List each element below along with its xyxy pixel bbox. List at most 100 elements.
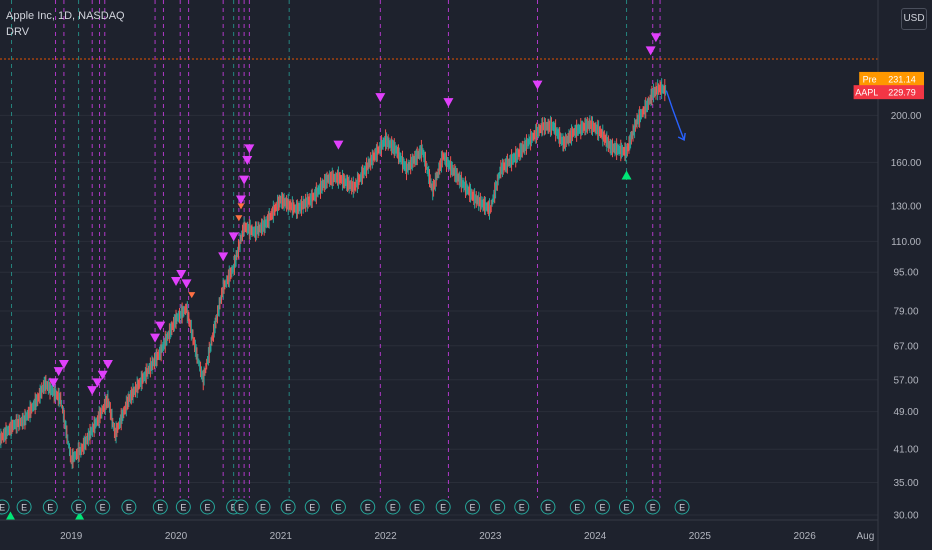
- earnings-marker-ring: [330, 499, 346, 515]
- sell-signal-marker: [87, 386, 98, 396]
- earnings-marker-ring: [71, 499, 87, 515]
- earnings-marker-label: E: [679, 503, 685, 513]
- earnings-marker[interactable]: E: [385, 499, 401, 515]
- x-tick-label: 2022: [374, 531, 397, 542]
- sell-signal-marker: [53, 367, 64, 377]
- y-tick-label: 79.00: [893, 307, 918, 318]
- currency-button[interactable]: USD: [901, 8, 927, 30]
- earnings-marker-ring: [569, 499, 585, 515]
- x-tick-label: Aug: [857, 531, 875, 542]
- earnings-marker-label: E: [599, 503, 605, 513]
- earnings-marker-label: E: [238, 503, 244, 513]
- orange-signals: [188, 203, 245, 299]
- earnings-marker[interactable]: E: [465, 499, 481, 515]
- earnings-marker-ring: [409, 499, 425, 515]
- earnings-marker-label: E: [157, 503, 163, 513]
- indicator-name[interactable]: DRV: [6, 26, 30, 38]
- sell-signal-marker: [650, 33, 661, 43]
- y-tick-label: 130.00: [891, 202, 922, 213]
- earnings-marker[interactable]: E: [435, 499, 451, 515]
- y-tick-label: 49.00: [893, 407, 918, 418]
- earnings-marker-label: E: [335, 503, 341, 513]
- price-tag-label-bg: [859, 71, 880, 86]
- earnings-marker-ring: [152, 499, 168, 515]
- earnings-marker[interactable]: E: [569, 499, 585, 515]
- earnings-marker-ring: [490, 499, 506, 515]
- earnings-marker[interactable]: E: [95, 499, 111, 515]
- y-tick-label: 35.00: [893, 478, 918, 489]
- earnings-marker[interactable]: E: [152, 499, 168, 515]
- earnings-marker[interactable]: E: [360, 499, 376, 515]
- price-tag: AAPL 229.79: [853, 85, 924, 100]
- earnings-marker-label: E: [650, 503, 656, 513]
- y-tick-label: 57.00: [893, 375, 918, 386]
- earnings-marker-label: E: [285, 503, 291, 513]
- earnings-marker-ring: [465, 499, 481, 515]
- sell-signal-marker: [532, 80, 543, 90]
- earnings-marker-label: E: [365, 503, 371, 513]
- earnings-marker[interactable]: E: [255, 499, 271, 515]
- signal-vertical-lines: [11, 0, 661, 498]
- earnings-marker-ring: [674, 499, 690, 515]
- sell-signal-marker: [235, 195, 246, 205]
- earnings-marker[interactable]: E: [409, 499, 425, 515]
- x-axis: 2019 2020 2021 2022 2023 2024 2025 2026 Aug: [60, 531, 874, 542]
- buy-signal-marker: [621, 170, 632, 180]
- earnings-marker[interactable]: E: [674, 499, 690, 515]
- earnings-marker[interactable]: E: [121, 499, 137, 515]
- y-tick-label: 200.00: [891, 111, 922, 122]
- sell-signal-marker: [242, 156, 253, 166]
- x-tick-label: 2019: [60, 531, 83, 542]
- earnings-marker-label: E: [204, 503, 210, 513]
- sell-signal-marker: [333, 140, 344, 150]
- earnings-marker[interactable]: E: [42, 499, 58, 515]
- grid-lines: [0, 114, 878, 516]
- earnings-marker-ring: [385, 499, 401, 515]
- earnings-marker[interactable]: E: [199, 499, 215, 515]
- sell-signal-marker: [181, 279, 192, 289]
- sell-signal-marker: [443, 98, 454, 108]
- earnings-marker[interactable]: E: [540, 499, 556, 515]
- earnings-marker[interactable]: E: [330, 499, 346, 515]
- earnings-marker[interactable]: E: [619, 499, 635, 515]
- price-tag: Pre 231.14: [859, 71, 924, 86]
- orange-signal-marker: [188, 292, 196, 299]
- earnings-marker[interactable]: E: [514, 499, 530, 515]
- earnings-marker[interactable]: E: [16, 499, 32, 515]
- earnings-marker[interactable]: E: [233, 499, 249, 515]
- earnings-marker[interactable]: E: [594, 499, 610, 515]
- x-tick-label: 2025: [689, 531, 712, 542]
- sell-signal-marker: [645, 46, 656, 56]
- earnings-marker-label: E: [309, 503, 315, 513]
- earnings-marker[interactable]: E: [280, 499, 296, 515]
- earnings-marker[interactable]: E: [304, 499, 320, 515]
- earnings-marker-label: E: [624, 503, 630, 513]
- earnings-marker-label: E: [519, 503, 525, 513]
- price-tag-value-bg: [880, 85, 924, 100]
- earnings-marker[interactable]: E: [490, 499, 506, 515]
- sell-signal-marker: [48, 378, 59, 388]
- earnings-markers: EEEEEEEEEEEEEEEEEEEEEEEEEEEE: [0, 499, 690, 515]
- price-tag-label-bg: [853, 85, 880, 100]
- sell-signal-marker: [150, 333, 161, 343]
- orange-signal-marker: [235, 215, 243, 222]
- earnings-marker[interactable]: E: [645, 499, 661, 515]
- earnings-marker[interactable]: E: [71, 499, 87, 515]
- earnings-marker-label: E: [76, 503, 82, 513]
- earnings-marker-ring: [304, 499, 320, 515]
- earnings-marker-ring: [255, 499, 271, 515]
- y-tick-label: 30.00: [893, 511, 918, 522]
- x-tick-label: 2020: [165, 531, 188, 542]
- sell-signal-marker: [375, 93, 386, 103]
- chart-legend: Apple Inc, 1D, NASDAQ DRV: [6, 8, 125, 40]
- symbol-title[interactable]: Apple Inc, 1D, NASDAQ: [6, 10, 125, 22]
- y-tick-label: 41.00: [893, 445, 918, 456]
- price-tag-value-bg: [880, 71, 924, 86]
- sell-signal-marker: [92, 378, 103, 388]
- earnings-marker[interactable]: E: [175, 499, 191, 515]
- earnings-marker-label: E: [545, 503, 551, 513]
- price-series: [0, 78, 667, 470]
- earnings-marker-label: E: [390, 503, 396, 513]
- earnings-marker[interactable]: E: [0, 499, 10, 515]
